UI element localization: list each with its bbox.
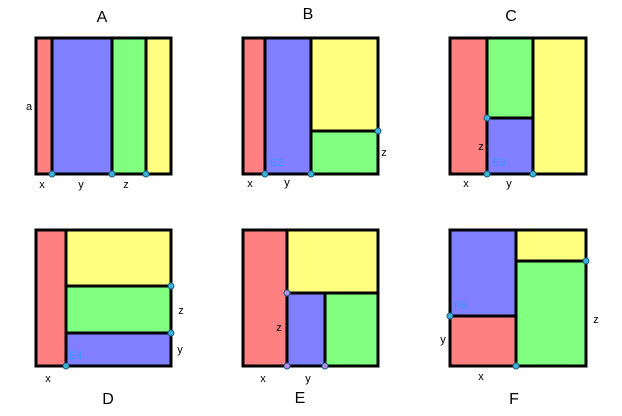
panel-c-yellow-strip [531,36,588,176]
panel-f-point-3 [512,362,520,370]
panel-b-point-2 [307,170,315,178]
panel-d-label-x: x [45,373,51,385]
panel-c-point-3 [529,170,537,178]
panel-f-green-block [514,259,588,368]
panel-f-label-y: y [440,334,446,346]
panel-d-green-block [64,284,173,335]
panel-e-red-strip [241,228,289,368]
panel-c-point-e3 [483,170,491,178]
panel-f-point-label-f6: F6 [454,300,467,312]
panel-d-red-strip [34,228,68,368]
panel-c-label-x: x [463,178,469,190]
panel-e-label-z: z [276,322,282,334]
panel-a-yellow-strip [144,36,173,176]
panel-a-label-x: x [39,179,45,191]
panel-c-red-strip [448,36,489,176]
panel-b-blue-strip [263,36,313,176]
panel-d-yellow-block [64,228,173,288]
panel-c-label-y: y [506,178,512,190]
panel-e-blue-block [285,291,327,368]
panel-a-point-2 [108,170,116,178]
panel-b-title: B [303,6,314,23]
panel-b-yellow-block [309,36,380,133]
panel-c-green-block [485,36,535,120]
panel-e: E x y z [241,228,380,407]
panel-a-green-strip [110,36,148,176]
panel-b-red-strip [241,36,267,176]
panel-f-label-z: z [593,314,599,326]
panel-c-point-1 [483,114,491,122]
panel-e-label-y: y [305,373,311,385]
panel-e-point-2 [283,362,291,370]
panel-a-red-strip [34,36,54,176]
panel-d: D E4 x z y [34,228,184,408]
panel-a-label-a: a [26,101,33,113]
panel-d-label-y: y [177,344,183,356]
panel-c-point-label-e3: E3 [492,157,505,169]
panel-c-title: C [505,8,517,25]
panel-f-point-f6 [446,312,454,320]
panel-c: C E3 x y z [448,8,588,190]
panel-e-label-x: x [260,373,266,385]
panel-b-point-3 [374,127,382,135]
panel-e-title: E [295,390,306,407]
panel-a: A a x y z [26,9,173,191]
panel-d-point-label-e4: E4 [69,350,82,362]
panel-a-blue-strip [50,36,114,176]
panel-f: F F6 x y z [440,228,599,408]
panel-e-yellow-block [285,228,380,295]
panel-b: B E2 x y z [241,6,387,190]
panel-f-red-block [448,314,518,368]
panel-d-label-z: z [178,305,184,317]
panel-b-label-x: x [247,178,253,190]
panel-e-point-3 [321,362,329,370]
panel-c-blue-block [485,116,535,176]
panel-d-point-2 [167,329,175,337]
panel-a-label-z: z [123,179,129,191]
panel-f-yellow-block [514,228,588,263]
panel-d-point-e4 [62,362,70,370]
panel-e-point-1 [283,289,291,297]
panel-d-point-1 [167,282,175,290]
panel-d-blue-block [64,331,173,368]
panel-b-label-y: y [284,177,290,189]
panel-b-point-label-e2: E2 [270,157,283,169]
panel-d-title: D [102,391,114,408]
panel-a-label-y: y [78,179,84,191]
panel-b-label-z: z [381,147,387,159]
panel-a-point-1 [48,170,56,178]
panel-e-green-block [323,291,380,368]
panel-f-title: F [509,391,519,408]
panel-b-point-e2 [261,170,269,178]
panel-f-label-x: x [478,371,484,383]
panel-c-label-z: z [478,141,484,153]
panel-f-point-2 [582,257,590,265]
panel-a-title: A [97,9,108,26]
panel-b-green-block [309,129,380,176]
panel-a-point-3 [142,170,150,178]
